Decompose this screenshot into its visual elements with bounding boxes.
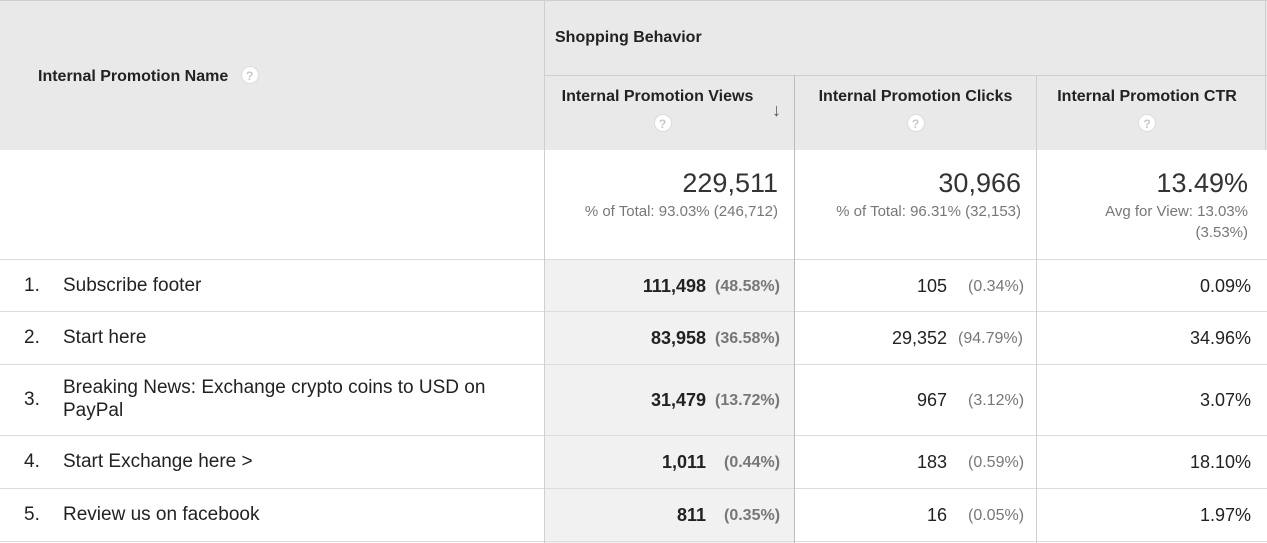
help-icon[interactable]: ? — [653, 114, 672, 132]
dimension-header[interactable]: Internal Promotion Name ? — [38, 66, 259, 86]
column-header-label: Internal Promotion Clicks — [818, 88, 1013, 105]
total-views-value: 229,511 — [682, 168, 778, 198]
table-row: 2. Start here 83,958 (36.58%) 29,352 (94… — [0, 312, 1267, 364]
row-rank: 2. — [24, 327, 40, 348]
row-divider — [0, 311, 1267, 312]
column-header-ctr[interactable]: Internal Promotion CTR ? — [1037, 88, 1257, 133]
row-rank: 3. — [24, 389, 40, 410]
column-divider — [1265, 0, 1266, 150]
clicks-value: 16 — [926, 505, 947, 525]
column-divider — [544, 0, 545, 543]
ctr-value: 3.07% — [1199, 390, 1251, 410]
ctr-value: 34.96% — [1189, 328, 1251, 348]
row-divider — [0, 488, 1267, 489]
row-divider — [0, 435, 1267, 436]
table-row: 3. Breaking News: Exchange crypto coins … — [0, 365, 1267, 435]
row-rank: 4. — [24, 451, 40, 472]
views-value: 31,479 — [650, 390, 706, 410]
promotion-name-link[interactable]: Subscribe footer — [63, 275, 202, 296]
total-views: 229,511 % of Total: 93.03% (246,712) — [585, 168, 778, 222]
column-header-views[interactable]: Internal Promotion Views ? — [545, 88, 794, 133]
views-percent: (0.44%) — [724, 454, 781, 471]
views-cell-bg — [545, 260, 794, 312]
row-rank: 5. — [24, 504, 40, 525]
views-percent: (48.58%) — [715, 278, 780, 295]
promotion-name-link[interactable]: Start here — [63, 327, 147, 348]
clicks-percent: (0.05%) — [968, 507, 1025, 524]
views-value: 811 — [676, 505, 706, 525]
total-ctr: 13.49% Avg for View: 13.03% (3.53%) — [1105, 168, 1248, 243]
total-ctr-sub: Avg for View: 13.03% — [1105, 203, 1248, 220]
total-ctr-value: 13.49% — [1156, 168, 1248, 198]
promotion-name-link[interactable]: Review us on facebook — [63, 504, 260, 525]
views-percent: (36.58%) — [715, 330, 780, 347]
promotion-name-link[interactable]: Start Exchange here > — [63, 451, 253, 472]
group-divider — [545, 75, 1267, 76]
group-header-label: Shopping Behavior — [555, 29, 702, 46]
group-header: Shopping Behavior — [555, 29, 702, 47]
column-header-label: Internal Promotion CTR — [1057, 88, 1237, 105]
views-value: 111,498 — [642, 276, 706, 296]
clicks-value: 967 — [916, 390, 947, 410]
total-clicks-value: 30,966 — [938, 168, 1021, 198]
total-clicks: 30,966 % of Total: 96.31% (32,153) — [836, 168, 1021, 222]
total-ctr-sub: (3.53%) — [1195, 224, 1248, 241]
total-clicks-sub: % of Total: 96.31% (32,153) — [836, 203, 1021, 220]
clicks-percent: (94.79%) — [958, 330, 1023, 347]
help-icon[interactable]: ? — [906, 114, 925, 132]
clicks-percent: (0.34%) — [968, 278, 1025, 295]
total-views-sub: % of Total: 93.03% (246,712) — [584, 203, 778, 220]
table-row: 5. Review us on facebook 811 (0.35%) 16 … — [0, 489, 1267, 543]
clicks-value: 29,352 — [891, 328, 947, 348]
clicks-percent: (0.59%) — [968, 454, 1025, 471]
table-row: 4. Start Exchange here > 1,011 (0.44%) 1… — [0, 436, 1267, 488]
ctr-value: 0.09% — [1199, 276, 1251, 296]
row-divider — [0, 364, 1267, 365]
clicks-value: 105 — [916, 276, 947, 296]
row-divider — [0, 259, 1267, 260]
column-header-clicks[interactable]: Internal Promotion Clicks ? — [795, 88, 1036, 133]
column-divider — [794, 75, 795, 543]
row-rank: 1. — [24, 275, 40, 296]
ctr-value: 1.97% — [1199, 505, 1251, 525]
column-header-label: Internal Promotion Views — [561, 88, 754, 105]
help-icon[interactable]: ? — [1138, 114, 1156, 132]
views-percent: (0.35%) — [724, 507, 781, 524]
views-value: 83,958 — [650, 328, 706, 348]
ctr-value: 18.10% — [1189, 452, 1251, 472]
row-divider — [0, 541, 1267, 542]
views-cell-bg — [545, 312, 794, 364]
table-row: 1. Subscribe footer 111,498 (48.58%) 105… — [0, 260, 1267, 312]
sort-descending-icon[interactable]: ↓ — [772, 100, 781, 120]
promotion-name-link[interactable]: Breaking News: Exchange crypto coins to … — [63, 377, 486, 421]
clicks-percent: (3.12%) — [968, 392, 1025, 409]
views-cell-bg — [545, 365, 794, 435]
column-divider — [1036, 75, 1037, 543]
views-cell-bg — [545, 436, 794, 488]
views-value: 1,011 — [661, 452, 706, 472]
dimension-header-label: Internal Promotion Name — [38, 68, 229, 85]
clicks-value: 183 — [916, 452, 947, 472]
views-cell-bg — [545, 489, 794, 543]
views-percent: (13.72%) — [715, 392, 780, 409]
help-icon[interactable]: ? — [240, 66, 259, 84]
